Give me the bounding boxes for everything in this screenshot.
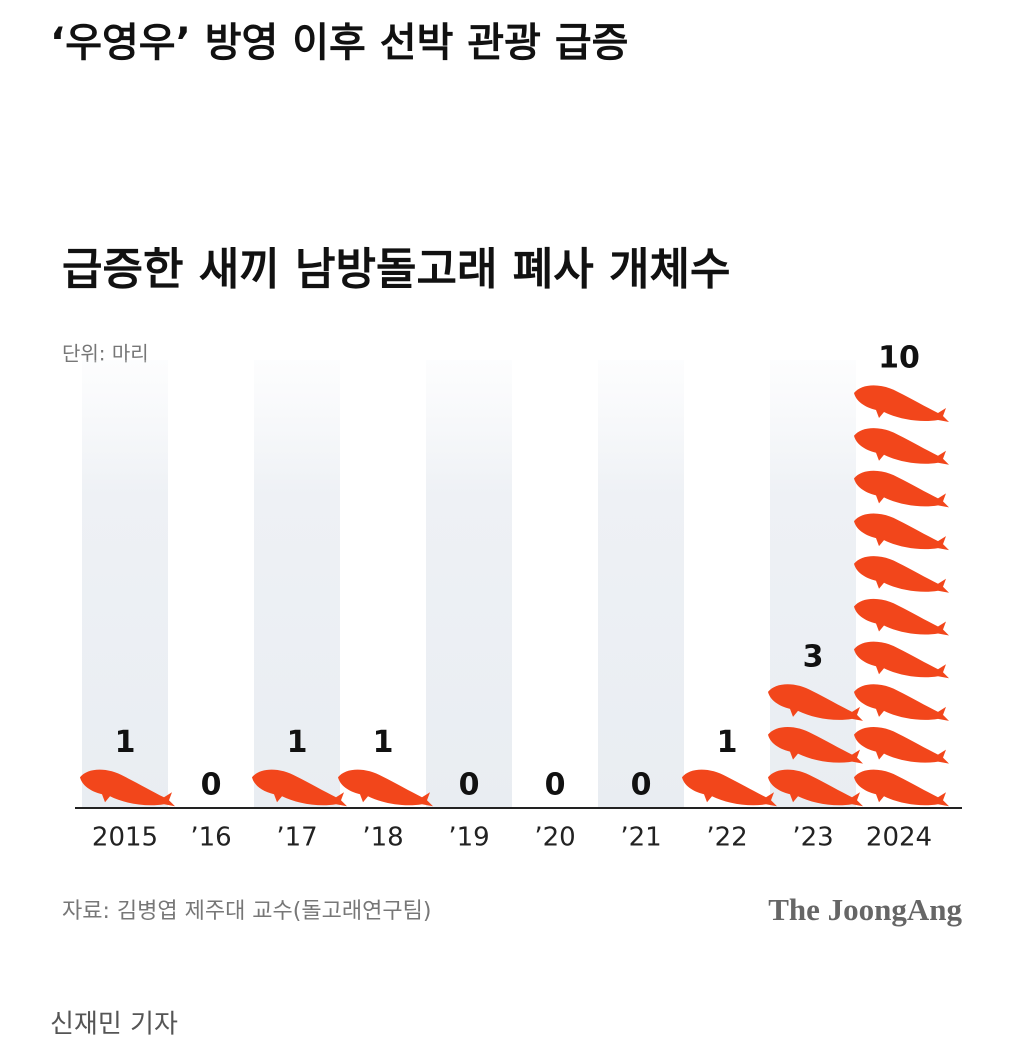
- column-band: [598, 360, 684, 808]
- dolphin-icon: [854, 726, 949, 764]
- x-tick-label: ’21: [620, 823, 661, 853]
- dolphin-icon: [854, 556, 949, 593]
- x-tick-label: ’19: [448, 823, 489, 853]
- dolphin-icon: [854, 598, 949, 636]
- dolphin-icon: [252, 769, 347, 807]
- dolphin-icon: [854, 769, 949, 807]
- dolphin-icon: [768, 769, 863, 807]
- x-tick-label: ’18: [362, 823, 403, 853]
- column-band: [82, 360, 168, 808]
- icon-stack: [80, 769, 175, 807]
- value-label: 0: [459, 768, 480, 803]
- icon-stack: [338, 769, 433, 807]
- x-tick-label: 2015: [92, 823, 158, 853]
- icon-stack: [682, 769, 777, 807]
- brand: The JoongAng: [768, 892, 962, 927]
- dolphin-icon: [80, 769, 175, 807]
- value-label: 1: [717, 725, 738, 760]
- column-band: [254, 360, 340, 808]
- value-label: 1: [373, 725, 394, 760]
- source: 자료: 김병엽 제주대 교수(돌고래연구팀): [62, 899, 431, 924]
- icon-stack: [768, 684, 863, 807]
- dolphin-icon: [854, 641, 949, 679]
- value-label: 0: [545, 768, 566, 803]
- value-label: 0: [201, 768, 222, 803]
- dolphin-icon: [338, 769, 433, 807]
- value-label: 1: [115, 725, 136, 760]
- x-tick-label: ’17: [276, 823, 317, 853]
- icon-stack: [854, 385, 949, 807]
- dolphin-icon: [854, 385, 949, 422]
- dolphin-icon: [682, 769, 777, 807]
- value-label: 1: [287, 725, 308, 760]
- headline: ‘우영우’ 방영 이후 선박 관광 급증: [50, 20, 628, 66]
- dolphin-icon: [854, 470, 949, 508]
- dolphin-icon: [768, 726, 863, 764]
- value-label: 10: [878, 341, 920, 376]
- value-label: 3: [803, 639, 824, 674]
- chart-title: 급증한 새끼 남방돌고래 폐사 개체수: [62, 244, 730, 295]
- x-tick-label: ’16: [190, 823, 231, 853]
- dolphin-icon: [854, 428, 949, 465]
- value-label: 0: [631, 768, 652, 803]
- icon-stack: [252, 769, 347, 807]
- x-tick-label: ’23: [792, 823, 833, 853]
- x-tick-label: 2024: [866, 823, 932, 853]
- x-tick-label: ’20: [534, 823, 575, 853]
- x-tick-label: ’22: [706, 823, 747, 853]
- column-band: [426, 360, 512, 808]
- dolphin-icon: [854, 513, 949, 551]
- dolphin-icon: [768, 684, 863, 721]
- byline: 신재민 기자: [50, 1010, 178, 1040]
- dolphin-icon: [854, 684, 949, 721]
